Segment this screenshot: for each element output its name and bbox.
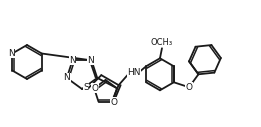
Text: O: O bbox=[92, 84, 99, 93]
Text: N: N bbox=[8, 49, 15, 58]
Text: HN: HN bbox=[127, 68, 141, 77]
Text: N: N bbox=[69, 55, 76, 65]
Text: O: O bbox=[186, 83, 193, 92]
Text: N: N bbox=[63, 73, 70, 82]
Text: O: O bbox=[110, 98, 117, 107]
Text: N: N bbox=[87, 55, 94, 65]
Text: S: S bbox=[83, 83, 89, 92]
Text: OCH₃: OCH₃ bbox=[151, 38, 173, 47]
